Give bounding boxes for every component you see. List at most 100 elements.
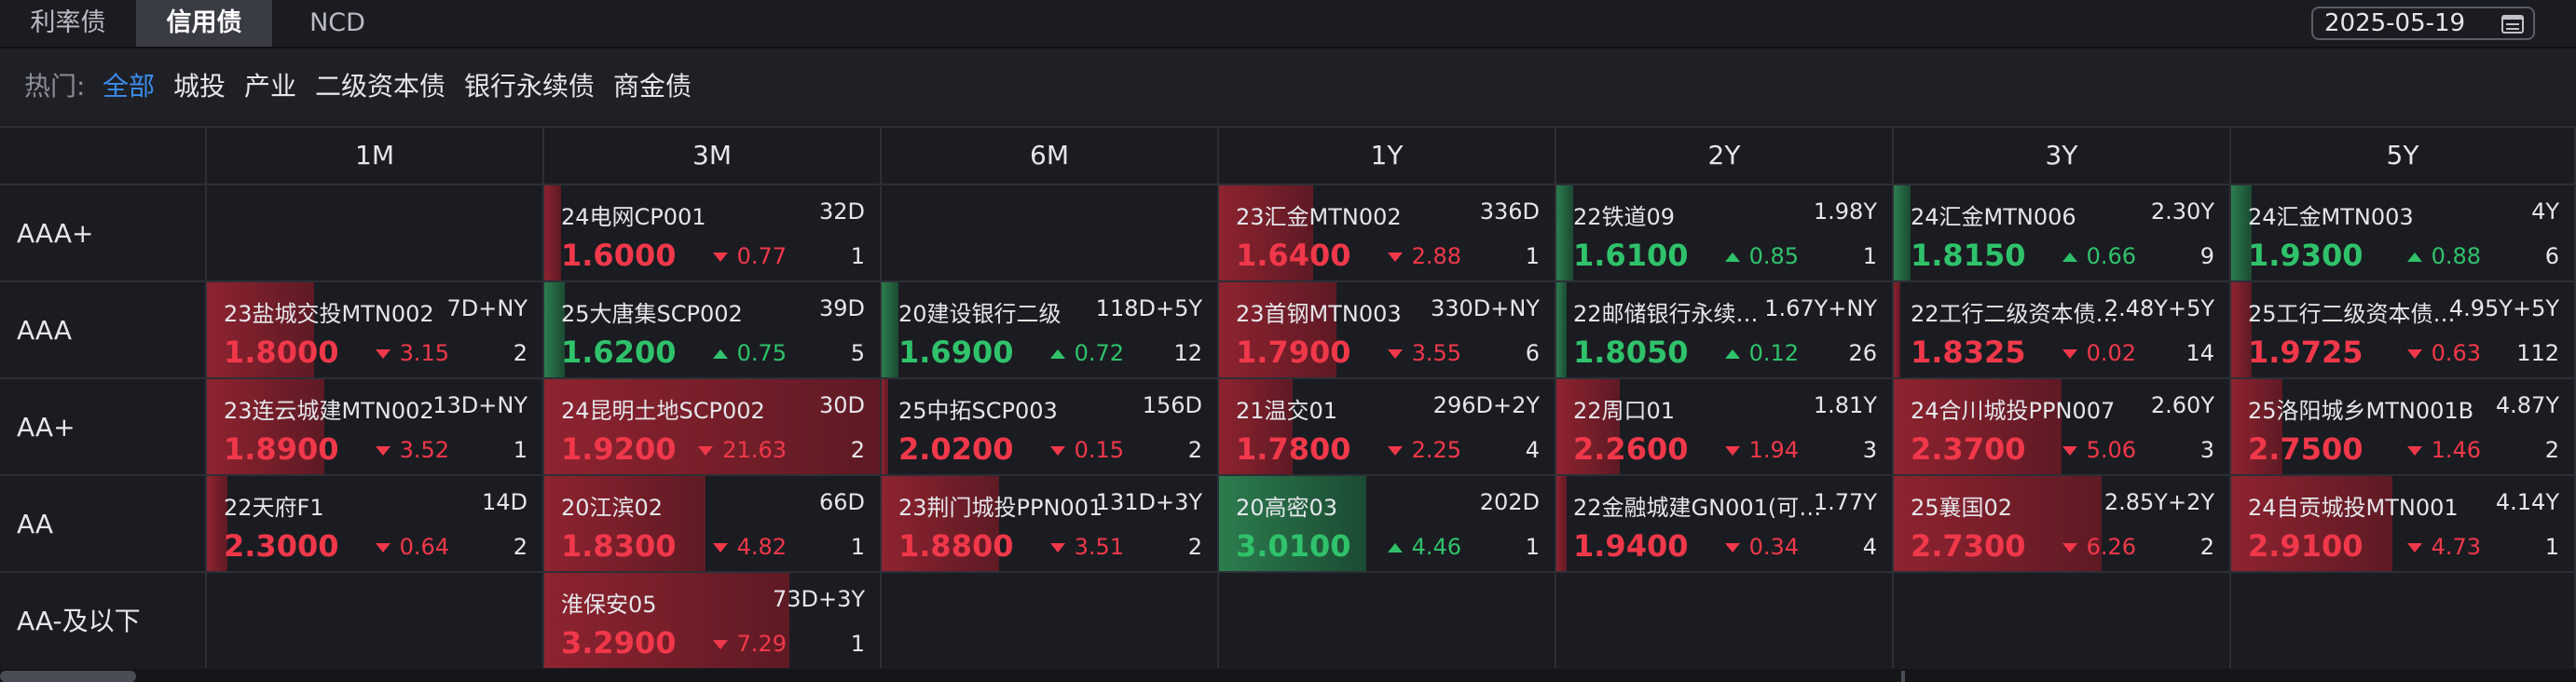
yield-change: 7.29: [712, 631, 787, 657]
arrow-up-icon: [1724, 349, 1740, 359]
column-header-1m: 1M: [207, 128, 544, 184]
bond-name: 21温交01: [1236, 398, 1338, 424]
yield-change: 21.63: [698, 437, 787, 463]
filter-all[interactable]: 全部: [103, 71, 156, 102]
bond-cell[interactable]: 21温交01 296D+2Y 1.7800 2.25 4: [1219, 377, 1556, 474]
bond-cell[interactable]: 23汇金MTN002 336D 1.6400 2.88 1: [1219, 184, 1556, 280]
bond-yield: 2.7300: [1911, 528, 2026, 564]
trade-count: 1: [1525, 534, 1540, 560]
arrow-down-icon: [1387, 446, 1403, 456]
bond-cell[interactable]: 20江滨02 66D 1.8300 4.82 1: [544, 474, 882, 571]
bond-cell[interactable]: 24电网CP001 32D 1.6000 0.77 1: [544, 184, 882, 280]
empty-cell: [207, 184, 544, 280]
tab-credit-bonds[interactable]: 信用债: [136, 0, 272, 47]
bond-cell[interactable]: 20建设银行二级 118D+5Y 1.6900 0.72 12: [882, 280, 1219, 377]
bond-cell[interactable]: 24汇金MTN006 2.30Y 1.8150 0.66 9: [1894, 184, 2231, 280]
yield-change-value: 6.26: [2086, 534, 2136, 560]
bond-cell[interactable]: 23首钢MTN003 330D+NY 1.7900 3.55 6: [1219, 280, 1556, 377]
trade-count: 2: [513, 340, 528, 366]
bond-cell[interactable]: 24合川城投PPN007 2.60Y 2.3700 5.06 3: [1894, 377, 2231, 474]
yield-change-value: 3.15: [399, 340, 449, 366]
arrow-up-icon: [1387, 543, 1403, 552]
tab-rate-bonds[interactable]: 利率债: [30, 8, 106, 37]
bond-cell[interactable]: 25工行二级资本债… 4.95Y+5Y 1.9725 0.63 112: [2231, 280, 2576, 377]
trade-count: 2: [1187, 534, 1202, 560]
arrow-down-icon: [2062, 543, 2077, 552]
bond-term: 30D: [818, 392, 865, 418]
bond-yield: 1.7800: [1236, 431, 1351, 467]
bond-cell[interactable]: 24自贡城投MTN001 4.14Y 2.9100 4.73 1: [2231, 474, 2576, 571]
bond-name: 20建设银行二级: [898, 301, 1062, 327]
filter-commercial-finance[interactable]: 商金债: [613, 71, 692, 102]
change-heat-bar: [1556, 379, 1621, 474]
filter-tier2-capital[interactable]: 二级资本债: [315, 71, 446, 102]
bond-term: 73D+3Y: [772, 586, 865, 612]
change-heat-bar: [1894, 476, 2103, 571]
filter-bank-perpetual[interactable]: 银行永续债: [464, 71, 596, 102]
bond-cell[interactable]: 25襄国02 2.85Y+2Y 2.7300 6.26 2: [1894, 474, 2231, 571]
bond-cell[interactable]: 22周口01 1.81Y 2.2600 1.94 3: [1556, 377, 1894, 474]
trade-count: 1: [1525, 243, 1540, 269]
trade-count: 6: [2544, 243, 2559, 269]
filter-industry[interactable]: 产业: [244, 71, 297, 102]
filter-bar: 热门: 全部 城投 产业 二级资本债 银行永续债 商金债: [0, 48, 2576, 125]
yield-change-value: 2.88: [1411, 243, 1461, 269]
trade-count: 6: [1525, 340, 1540, 366]
bond-cell[interactable]: 22工行二级资本债… 2.48Y+5Y 1.8325 0.02 14: [1894, 280, 2231, 377]
bond-term: 330D+NY: [1430, 295, 1540, 321]
yield-change-value: 0.66: [2086, 243, 2136, 269]
yield-change: 0.66: [2062, 243, 2136, 269]
trade-count: 1: [513, 437, 528, 463]
bond-term: 1.67Y+NY: [1764, 295, 1877, 321]
bond-cell[interactable]: 22天府F1 14D 2.3000 0.64 2: [207, 474, 544, 571]
change-heat-bar: [882, 476, 999, 571]
bond-term: 2.60Y: [2150, 392, 2214, 418]
arrow-down-icon: [375, 543, 391, 552]
bond-name: 25大唐集SCP002: [561, 301, 743, 327]
empty-cell: [207, 571, 544, 668]
yield-change-value: 0.12: [1748, 340, 1799, 366]
bond-cell[interactable]: 23连云城建MTN002 13D+NY 1.8900 3.52 1: [207, 377, 544, 474]
calendar-icon[interactable]: [2501, 15, 2524, 34]
bond-cell[interactable]: 23荆门城投PPN001 131D+3Y 1.8800 3.51 2: [882, 474, 1219, 571]
bond-cell[interactable]: 25洛阳城乡MTN001B 4.87Y 2.7500 1.46 2: [2231, 377, 2576, 474]
yield-change-value: 0.34: [1748, 534, 1799, 560]
trade-count: 1: [2544, 534, 2559, 560]
bond-term: 202D: [1479, 489, 1540, 515]
yield-change-value: 0.75: [736, 340, 787, 366]
bond-term: 156D: [1142, 392, 1202, 418]
horizontal-scrollbar[interactable]: [0, 669, 2576, 682]
bond-cell[interactable]: 25中拓SCP003 156D 2.0200 0.15 2: [882, 377, 1219, 474]
yield-change: 0.72: [1049, 340, 1124, 366]
bond-cell[interactable]: 24昆明土地SCP002 30D 1.9200 21.63 2: [544, 377, 882, 474]
change-heat-bar: [2231, 476, 2392, 571]
trade-count: 14: [2185, 340, 2214, 366]
tab-ncd[interactable]: NCD: [309, 8, 365, 37]
bond-term: 296D+2Y: [1432, 392, 1540, 418]
bond-name: 22天府F1: [224, 495, 324, 521]
filter-chengtou[interactable]: 城投: [173, 71, 226, 102]
yield-change-value: 0.64: [399, 534, 449, 560]
scrollbar-thumb[interactable]: [0, 671, 136, 682]
empty-cell: [1556, 571, 1894, 668]
change-heat-bar: [1894, 379, 2062, 474]
empty-cell: [1219, 571, 1556, 668]
bond-cell[interactable]: 20高密03 202D 3.0100 4.46 1: [1219, 474, 1556, 571]
bond-name: 22周口01: [1573, 398, 1676, 424]
bond-yield: 1.6900: [898, 334, 1014, 370]
row-header: AA: [0, 474, 207, 571]
bond-cell[interactable]: 22邮储银行永续… 1.67Y+NY 1.8050 0.12 26: [1556, 280, 1894, 377]
bond-cell[interactable]: 22金融城建GN001(可… 1.77Y 1.9400 0.34 4: [1556, 474, 1894, 571]
date-picker[interactable]: 2025-05-19: [2311, 7, 2535, 40]
yield-change-value: 0.15: [1074, 437, 1124, 463]
bond-cell[interactable]: 淮保安05 73D+3Y 3.2900 7.29 1: [544, 571, 882, 668]
bond-yield: 1.8050: [1573, 334, 1689, 370]
bond-cell[interactable]: 25大唐集SCP002 39D 1.6200 0.75 5: [544, 280, 882, 377]
bond-cell[interactable]: 24汇金MTN003 4Y 1.9300 0.88 6: [2231, 184, 2576, 280]
bond-cell[interactable]: 23盐城交投MTN002 7D+NY 1.8000 3.15 2: [207, 280, 544, 377]
bond-cell[interactable]: 22铁道09 1.98Y 1.6100 0.85 1: [1556, 184, 1894, 280]
arrow-down-icon: [712, 640, 728, 649]
trade-count: 2: [2544, 437, 2559, 463]
yield-change-value: 1.46: [2431, 437, 2481, 463]
yield-change: 3.52: [375, 437, 449, 463]
